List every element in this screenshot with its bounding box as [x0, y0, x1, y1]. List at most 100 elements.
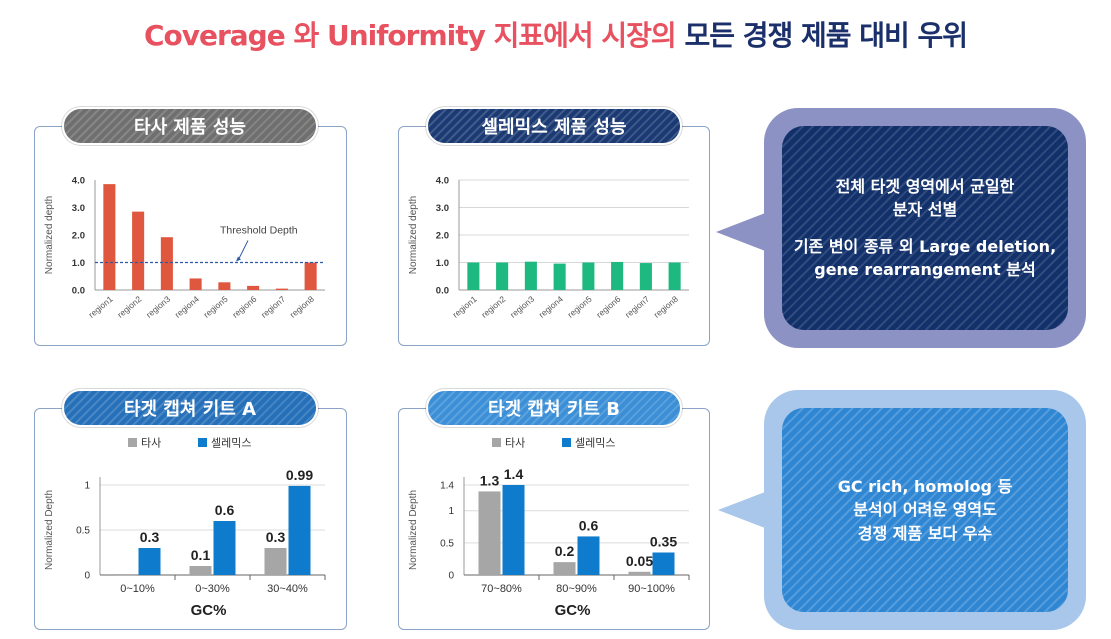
x-tick-label: 0~10%	[120, 583, 155, 595]
bar-region4	[189, 278, 202, 290]
callout-uniform-text: 전체 타겟 영역에서 균일한 분자 선별 기존 변이 종류 외 Large de…	[782, 126, 1068, 330]
bar-region6	[247, 285, 260, 290]
bar-타사-90~100%	[628, 571, 651, 575]
legend-swatch-1	[198, 438, 207, 447]
bar-region5	[582, 262, 595, 290]
x-tick-label: region3	[144, 294, 172, 320]
x-tick-label: region1	[451, 294, 479, 320]
y-axis-label: Normalized Depth	[408, 490, 419, 570]
y-tick-label: 4.0	[436, 176, 449, 187]
x-tick-label: 0~30%	[195, 583, 230, 595]
bar-셀레믹스-90~100%	[652, 552, 675, 575]
x-tick-label: region8	[288, 294, 316, 320]
y-tick-label: 3.0	[436, 203, 449, 214]
y-tick-label: 2.0	[436, 231, 449, 242]
competitor-panel-label: 타사 제품 성능	[62, 107, 318, 145]
callout-1-line1: 전체 타겟 영역에서 균일한	[835, 176, 1015, 196]
legend-swatch-0	[492, 438, 501, 447]
callout-gc-rich: GC rich, homolog 등 분석이 어려운 영역도 경쟁 제품 보다 …	[764, 390, 1086, 630]
y-axis-label: Normalized Depth	[44, 490, 55, 570]
title-red-part: Coverage 와 Uniformity 지표에서 시장의	[143, 19, 677, 52]
kit-b-chart-card	[398, 408, 710, 630]
callout-2-pointer	[718, 490, 770, 530]
bar-region8	[668, 262, 681, 290]
celemics-panel-label: 셀레믹스 제품 성능	[426, 107, 682, 145]
legend-label: 셀레믹스	[575, 437, 615, 450]
x-tick-label: region3	[508, 294, 536, 320]
data-label: 0.99	[286, 467, 313, 483]
y-tick-label: 0.5	[440, 538, 454, 549]
x-tick-label: region2	[115, 294, 143, 320]
y-tick-label: 0.5	[76, 526, 90, 537]
competitor-chart-card	[34, 126, 347, 346]
x-tick-label: 80~90%	[556, 583, 597, 595]
legend-swatch-0	[128, 438, 137, 447]
x-tick-label: region4	[173, 294, 201, 320]
x-tick-label: region5	[202, 294, 230, 320]
y-tick-label: 1.0	[436, 258, 449, 269]
threshold-arrow	[237, 240, 249, 261]
kit-a-gc-chart: 타사 셀레믹스 Normalized Depth 0 0.5 1 0.3 0~10% 0.1 0.…	[44, 437, 326, 619]
bar-region8	[304, 262, 317, 290]
bar-셀레믹스-0~30%	[213, 521, 236, 575]
y-tick-label: 1.0	[72, 258, 85, 269]
celemics-region-depth-chart: Normalized depth 0.0 1.0 2.0 3.0 4.0 region1 re…	[408, 176, 689, 320]
bar-region7	[275, 288, 288, 290]
data-label: 0.6	[215, 502, 235, 518]
y-axis-label: Normalized depth	[44, 196, 55, 274]
data-label: 0.35	[650, 534, 677, 550]
bar-타사-30~40%	[264, 548, 287, 575]
data-label: 0.2	[555, 543, 575, 559]
x-tick-label: 30~40%	[267, 583, 308, 595]
x-tick-label: region8	[652, 294, 680, 320]
bar-region6	[611, 261, 624, 290]
page-title: Coverage 와 Uniformity 지표에서 시장의 모든 경쟁 제품 …	[0, 14, 1111, 54]
x-tick-label: 90~100%	[628, 583, 675, 595]
y-axis-label: Normalized depth	[408, 196, 419, 274]
bar-region3	[160, 237, 173, 290]
x-axis-label: GC%	[191, 602, 227, 619]
bar-region2	[132, 211, 145, 290]
y-tick-label: 0.0	[72, 286, 85, 297]
legend-swatch-1	[562, 438, 571, 447]
callout-1-line4: gene rearrangement 분석	[814, 260, 1036, 280]
data-label: 0.3	[266, 529, 286, 545]
bar-region4	[553, 263, 566, 290]
data-label: 1.3	[480, 472, 500, 488]
x-tick-label: 70~80%	[481, 583, 522, 595]
threshold-arrowhead	[236, 256, 241, 262]
kit-a-panel-label: 타겟 캡쳐 키트 A	[62, 389, 318, 427]
y-tick-label: 0.0	[436, 286, 449, 297]
x-axis-label: GC%	[555, 602, 591, 619]
x-tick-label: region7	[259, 294, 287, 320]
x-tick-label: region5	[566, 294, 594, 320]
x-tick-label: region6	[230, 294, 258, 320]
x-tick-label: region1	[87, 294, 115, 320]
celemics-chart-card	[398, 126, 710, 346]
bar-셀레믹스-80~90%	[577, 536, 600, 575]
y-tick-label: 3.0	[72, 203, 85, 214]
callout-2-line3: 경쟁 제품 보다 우수	[857, 523, 993, 543]
legend-label: 셀레믹스	[211, 437, 251, 450]
title-navy-part: 모든 경쟁 제품 대비 우위	[675, 19, 968, 52]
bar-region3	[524, 261, 537, 290]
kit-b-panel-label: 타겟 캡쳐 키트 B	[426, 389, 682, 427]
bar-region1	[103, 184, 116, 290]
callout-1-line3: 기존 변이 종류 외 Large deletion,	[793, 237, 1057, 256]
bar-타사-70~80%	[478, 491, 501, 575]
data-label: 1.4	[504, 466, 524, 482]
bar-셀레믹스-0~10%	[138, 548, 161, 575]
bar-셀레믹스-30~40%	[288, 485, 311, 575]
data-label: 0.3	[140, 529, 160, 545]
callout-1-line2: 분자 선별	[892, 199, 958, 219]
legend-label: 타사	[141, 437, 161, 450]
x-tick-label: region6	[594, 294, 622, 320]
y-tick-label: 2.0	[72, 231, 85, 242]
bar-region5	[218, 282, 231, 290]
callout-gc-text: GC rich, homolog 등 분석이 어려운 영역도 경쟁 제품 보다 …	[782, 408, 1068, 612]
bar-타사-0~10%	[114, 574, 137, 576]
callout-2-line2: 분석이 어려운 영역도	[853, 500, 997, 520]
bar-region7	[639, 263, 652, 290]
data-label: 0.1	[191, 547, 211, 563]
